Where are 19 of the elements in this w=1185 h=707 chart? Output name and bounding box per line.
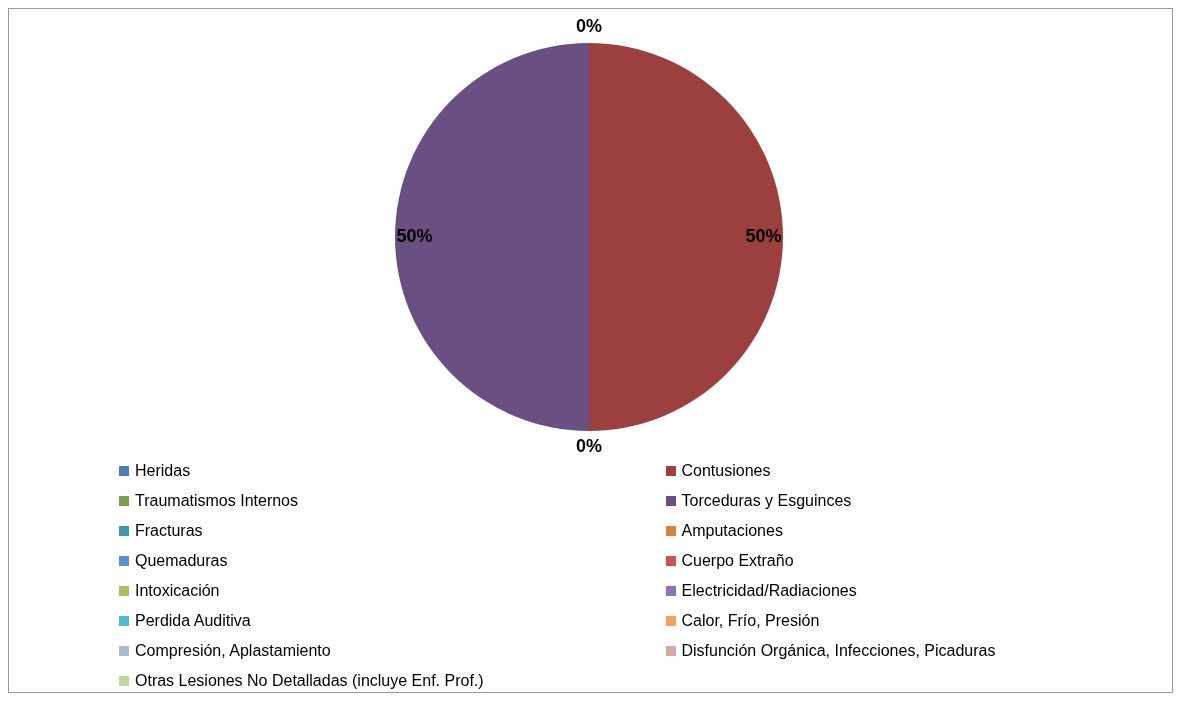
legend-label: Fracturas <box>135 522 203 540</box>
legend-label: Amputaciones <box>681 522 783 540</box>
legend-label: Electricidad/Radiaciones <box>681 582 857 600</box>
text: 0% <box>575 435 603 456</box>
legend-label: Disfunción Orgánica, Infecciones, Picaduras <box>681 642 996 660</box>
legend-label: Compresión, Aplastamiento <box>135 642 331 660</box>
legend-label: Perdida Auditiva <box>135 612 251 630</box>
legend-label: Cuerpo Extraño <box>681 552 794 570</box>
legend-label: Intoxicación <box>135 582 220 600</box>
text: 0% <box>575 15 603 36</box>
legend-label: Traumatismos Internos <box>135 492 299 510</box>
data-label: 50% <box>745 225 782 246</box>
legend-label: Torceduras y Esguinces <box>681 492 852 510</box>
legend-label: Contusiones <box>681 462 771 480</box>
legend-label: Calor, Frío, Presión <box>681 612 820 630</box>
legend-label: Quemaduras <box>135 552 228 570</box>
legend-label: Otras Lesiones No Detalladas (incluye Enf. Prof.) <box>135 672 484 690</box>
data-label: 50% <box>396 225 433 246</box>
legend-label: Heridas <box>135 462 191 480</box>
